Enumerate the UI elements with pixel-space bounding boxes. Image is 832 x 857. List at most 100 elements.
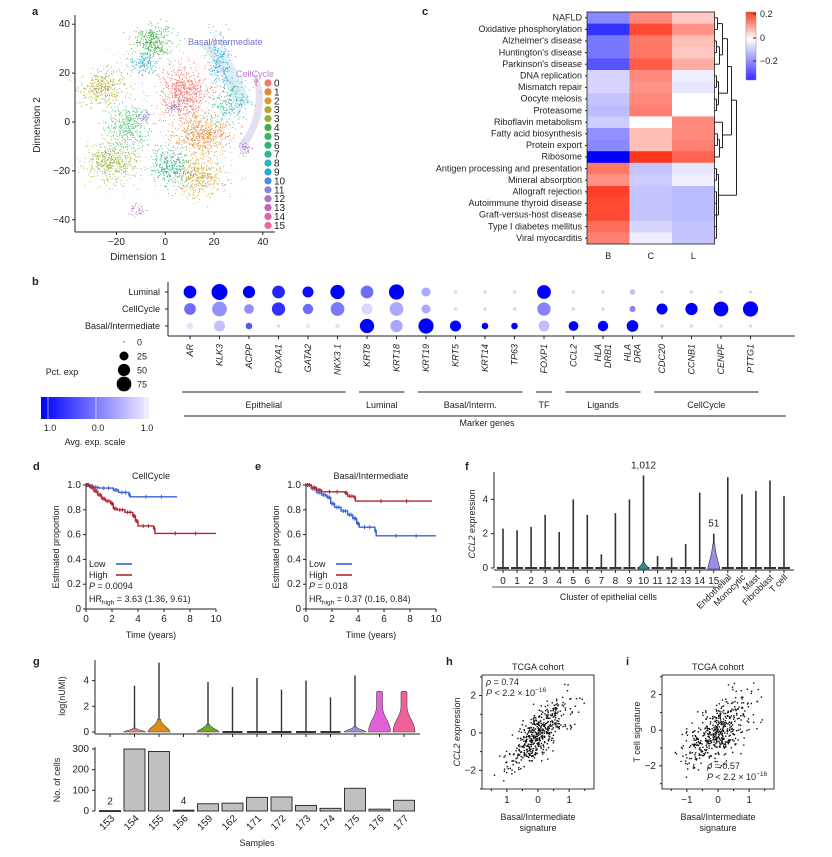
tsne-point [156, 37, 158, 39]
tsne-point [134, 154, 136, 156]
tsne-point [151, 170, 153, 171]
tsne-point [188, 182, 190, 184]
tsne-point [188, 87, 190, 89]
tsne-point [140, 65, 141, 67]
tsne-point [207, 118, 208, 120]
tsne-point [119, 125, 121, 127]
tsne-point [127, 157, 129, 159]
tsne-point [204, 174, 206, 176]
tsne-point [111, 74, 113, 76]
heatmap-cell [672, 174, 715, 187]
tsne-point [166, 170, 168, 172]
tsne-point [116, 181, 118, 183]
tsne-point [120, 124, 122, 126]
tsne-point [140, 62, 142, 64]
tsne-point [147, 39, 149, 41]
tsne-point [211, 151, 213, 152]
tsne-point [176, 84, 177, 86]
tsne-point [202, 188, 203, 190]
tsne-point [101, 161, 102, 163]
tsne-point [92, 161, 93, 163]
tsne-point [221, 68, 223, 70]
tsne-point [191, 139, 193, 140]
tsne-point [160, 49, 162, 50]
tsne-point [206, 186, 208, 188]
tsne-point [228, 145, 230, 147]
tsne-point [119, 113, 121, 115]
tsne-point [100, 146, 102, 148]
tsne-point [200, 129, 202, 131]
tsne-point [98, 89, 100, 90]
tsne-point [198, 123, 199, 125]
tsne-point [223, 123, 224, 124]
tsne-point [202, 185, 203, 187]
tsne-point [254, 81, 255, 83]
tsne-point [188, 80, 190, 82]
tsne-point [107, 157, 109, 159]
tsne-point [206, 195, 208, 197]
tsne-point [192, 197, 194, 199]
tsne-point [110, 78, 112, 80]
tsne-point [159, 43, 161, 45]
tsne-point [151, 44, 153, 46]
tsne-point [177, 101, 179, 103]
tsne-point [121, 173, 123, 174]
dot-CCL2-Luminal [571, 290, 576, 294]
tsne-point [110, 114, 112, 116]
tsne-point [137, 156, 139, 158]
tsne-point [148, 134, 149, 136]
tsne-point [174, 108, 175, 110]
tsne-point [119, 133, 121, 134]
tsne-point [126, 174, 128, 175]
tsne-point [118, 163, 120, 165]
tsne-point [178, 87, 180, 89]
tsne-point [191, 169, 193, 171]
tsne-point [142, 75, 144, 76]
tsne-point [160, 145, 162, 146]
tsne-point [174, 96, 176, 97]
tsne-point [145, 45, 147, 47]
tsne-point [142, 35, 144, 37]
tsne-point [205, 137, 207, 139]
legend-swatch [264, 195, 272, 203]
tsne-point [209, 168, 211, 169]
tsne-point [156, 46, 158, 48]
tsne-point [158, 176, 159, 178]
tsne-point [193, 102, 194, 103]
tsne-point [150, 34, 152, 36]
tsne-point [174, 95, 176, 97]
tsne-point [210, 56, 212, 57]
tsne-point [169, 93, 171, 95]
tsne-point [168, 130, 170, 132]
tsne-point [155, 36, 156, 38]
tsne-point [162, 155, 164, 157]
tsne-point [226, 71, 228, 72]
tsne-point [139, 63, 140, 64]
tsne-point [130, 131, 132, 133]
tsne-point [99, 87, 100, 89]
tsne-point [105, 76, 106, 77]
tsne-point [139, 70, 141, 72]
tsne-point [117, 163, 119, 165]
tsne-point [146, 47, 148, 49]
tsne-point [202, 126, 204, 127]
tsne-point [107, 104, 109, 106]
tsne-point [131, 136, 133, 138]
tsne-point [201, 185, 203, 187]
tsne-point [89, 160, 90, 162]
tsne-point [145, 35, 147, 37]
tsne-point [205, 146, 207, 148]
tsne-point [192, 180, 193, 182]
gene-label: CENPF [716, 344, 726, 375]
tsne-point [213, 124, 215, 126]
tsne-point [201, 177, 202, 179]
tsne-point [211, 118, 213, 120]
tsne-point [177, 103, 179, 105]
tsne-point [240, 180, 242, 181]
tsne-point [106, 169, 108, 171]
tsne-point [187, 171, 188, 173]
tsne-point [101, 161, 103, 163]
tsne-point [193, 91, 195, 93]
tsne-point [183, 84, 184, 86]
tsne-point [229, 94, 231, 96]
